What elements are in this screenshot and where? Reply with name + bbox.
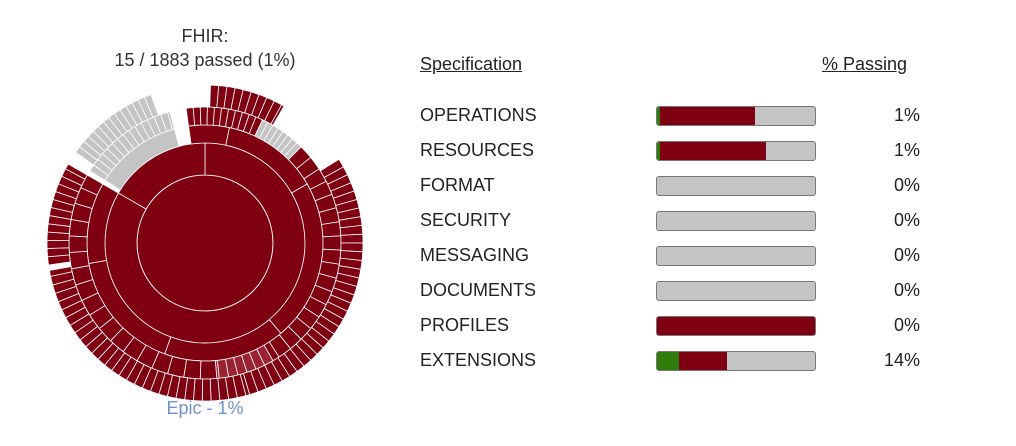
spec-row-percent: 1% (893, 140, 920, 160)
spec-row-security[interactable]: SECURITY 0% (420, 207, 960, 237)
summary-title: FHIR: 15 / 1883 passed (1%) (40, 24, 370, 72)
sunburst-outer-segment[interactable] (46, 247, 70, 258)
sunburst-ring3-segment[interactable] (192, 106, 202, 126)
spec-row-resources[interactable]: RESOURCES 1% (420, 137, 960, 167)
progress-failed-segment (657, 317, 815, 335)
spec-row-name[interactable]: EXTENSIONS (420, 350, 537, 370)
progress-bar (656, 316, 816, 336)
epic-link[interactable]: Epic - 1% (166, 398, 244, 418)
progress-passed-segment (657, 142, 661, 160)
sunburst-ring3-segment[interactable] (68, 235, 88, 253)
spec-row-percent: 0% (893, 210, 920, 230)
spec-row-percent: 0% (893, 280, 920, 300)
progress-bar (656, 246, 816, 266)
sunburst-outer-segment[interactable] (270, 104, 285, 126)
progress-bar (656, 281, 816, 301)
spec-row-name[interactable]: RESOURCES (420, 140, 535, 160)
spec-row-format[interactable]: FORMAT 0% (420, 172, 960, 202)
spec-row-percent: 0% (893, 245, 920, 265)
spec-row-percent: 14% (883, 350, 920, 370)
progress-bar (656, 141, 816, 161)
sunburst-ring3-segment[interactable] (167, 111, 175, 131)
sunburst-ring3-segment[interactable] (199, 106, 208, 126)
progress-bar (656, 106, 816, 126)
sunburst-ring3-segment[interactable] (321, 221, 342, 238)
sunburst-ring2-segment[interactable] (188, 124, 231, 146)
progress-bar (656, 211, 816, 231)
spec-row-extensions[interactable]: EXTENSIONS 14% (420, 347, 960, 377)
progress-failed-segment (660, 107, 755, 125)
summary-title-line1: FHIR: (181, 26, 229, 46)
sunburst-center[interactable] (136, 174, 274, 312)
spec-row-profiles[interactable]: PROFILES 0% (420, 312, 960, 342)
summary-title-line2: 15 / 1883 passed (1%) (114, 50, 296, 70)
sunburst-chart[interactable] (40, 78, 370, 408)
spec-row-documents[interactable]: DOCUMENTS 0% (420, 277, 960, 307)
sunburst-outer-segment[interactable] (64, 163, 88, 180)
progress-failed-segment (679, 352, 727, 370)
progress-passed-segment (657, 352, 680, 370)
summary-panel: FHIR: 15 / 1883 passed (1%) Epic - 1% (40, 20, 370, 430)
progress-passed-segment (657, 107, 661, 125)
progress-failed-segment (660, 142, 767, 160)
sunburst-ring3-segment[interactable] (68, 250, 90, 270)
spec-row-name[interactable]: OPERATIONS (420, 105, 537, 125)
sunburst-ring3-segment[interactable] (322, 235, 342, 251)
sunburst-outer-segment[interactable] (48, 266, 73, 277)
spec-row-percent: 0% (893, 175, 920, 195)
column-header-passing[interactable]: % Passing (822, 54, 908, 74)
spec-row-name[interactable]: PROFILES (420, 315, 510, 335)
spec-row-name[interactable]: DOCUMENTS (420, 280, 536, 300)
spec-row-name[interactable]: SECURITY (420, 210, 512, 230)
column-header-specification[interactable]: Specification (420, 54, 523, 74)
sunburst-outer-segment[interactable] (46, 239, 70, 249)
spec-row-percent: 1% (893, 105, 920, 125)
sunburst-ring3-segment[interactable] (199, 360, 218, 380)
sunburst-outer-segment[interactable] (144, 94, 159, 118)
spec-row-name[interactable]: MESSAGING (420, 245, 530, 265)
spec-row-name[interactable]: FORMAT (420, 175, 495, 195)
sunburst-outer-segment[interactable] (340, 233, 364, 244)
spec-row-operations[interactable]: OPERATIONS 1% (420, 102, 960, 132)
spec-row-messaging[interactable]: MESSAGING 0% (420, 242, 960, 272)
progress-bar (656, 351, 816, 371)
progress-bar (656, 176, 816, 196)
spec-row-percent: 0% (893, 315, 920, 335)
